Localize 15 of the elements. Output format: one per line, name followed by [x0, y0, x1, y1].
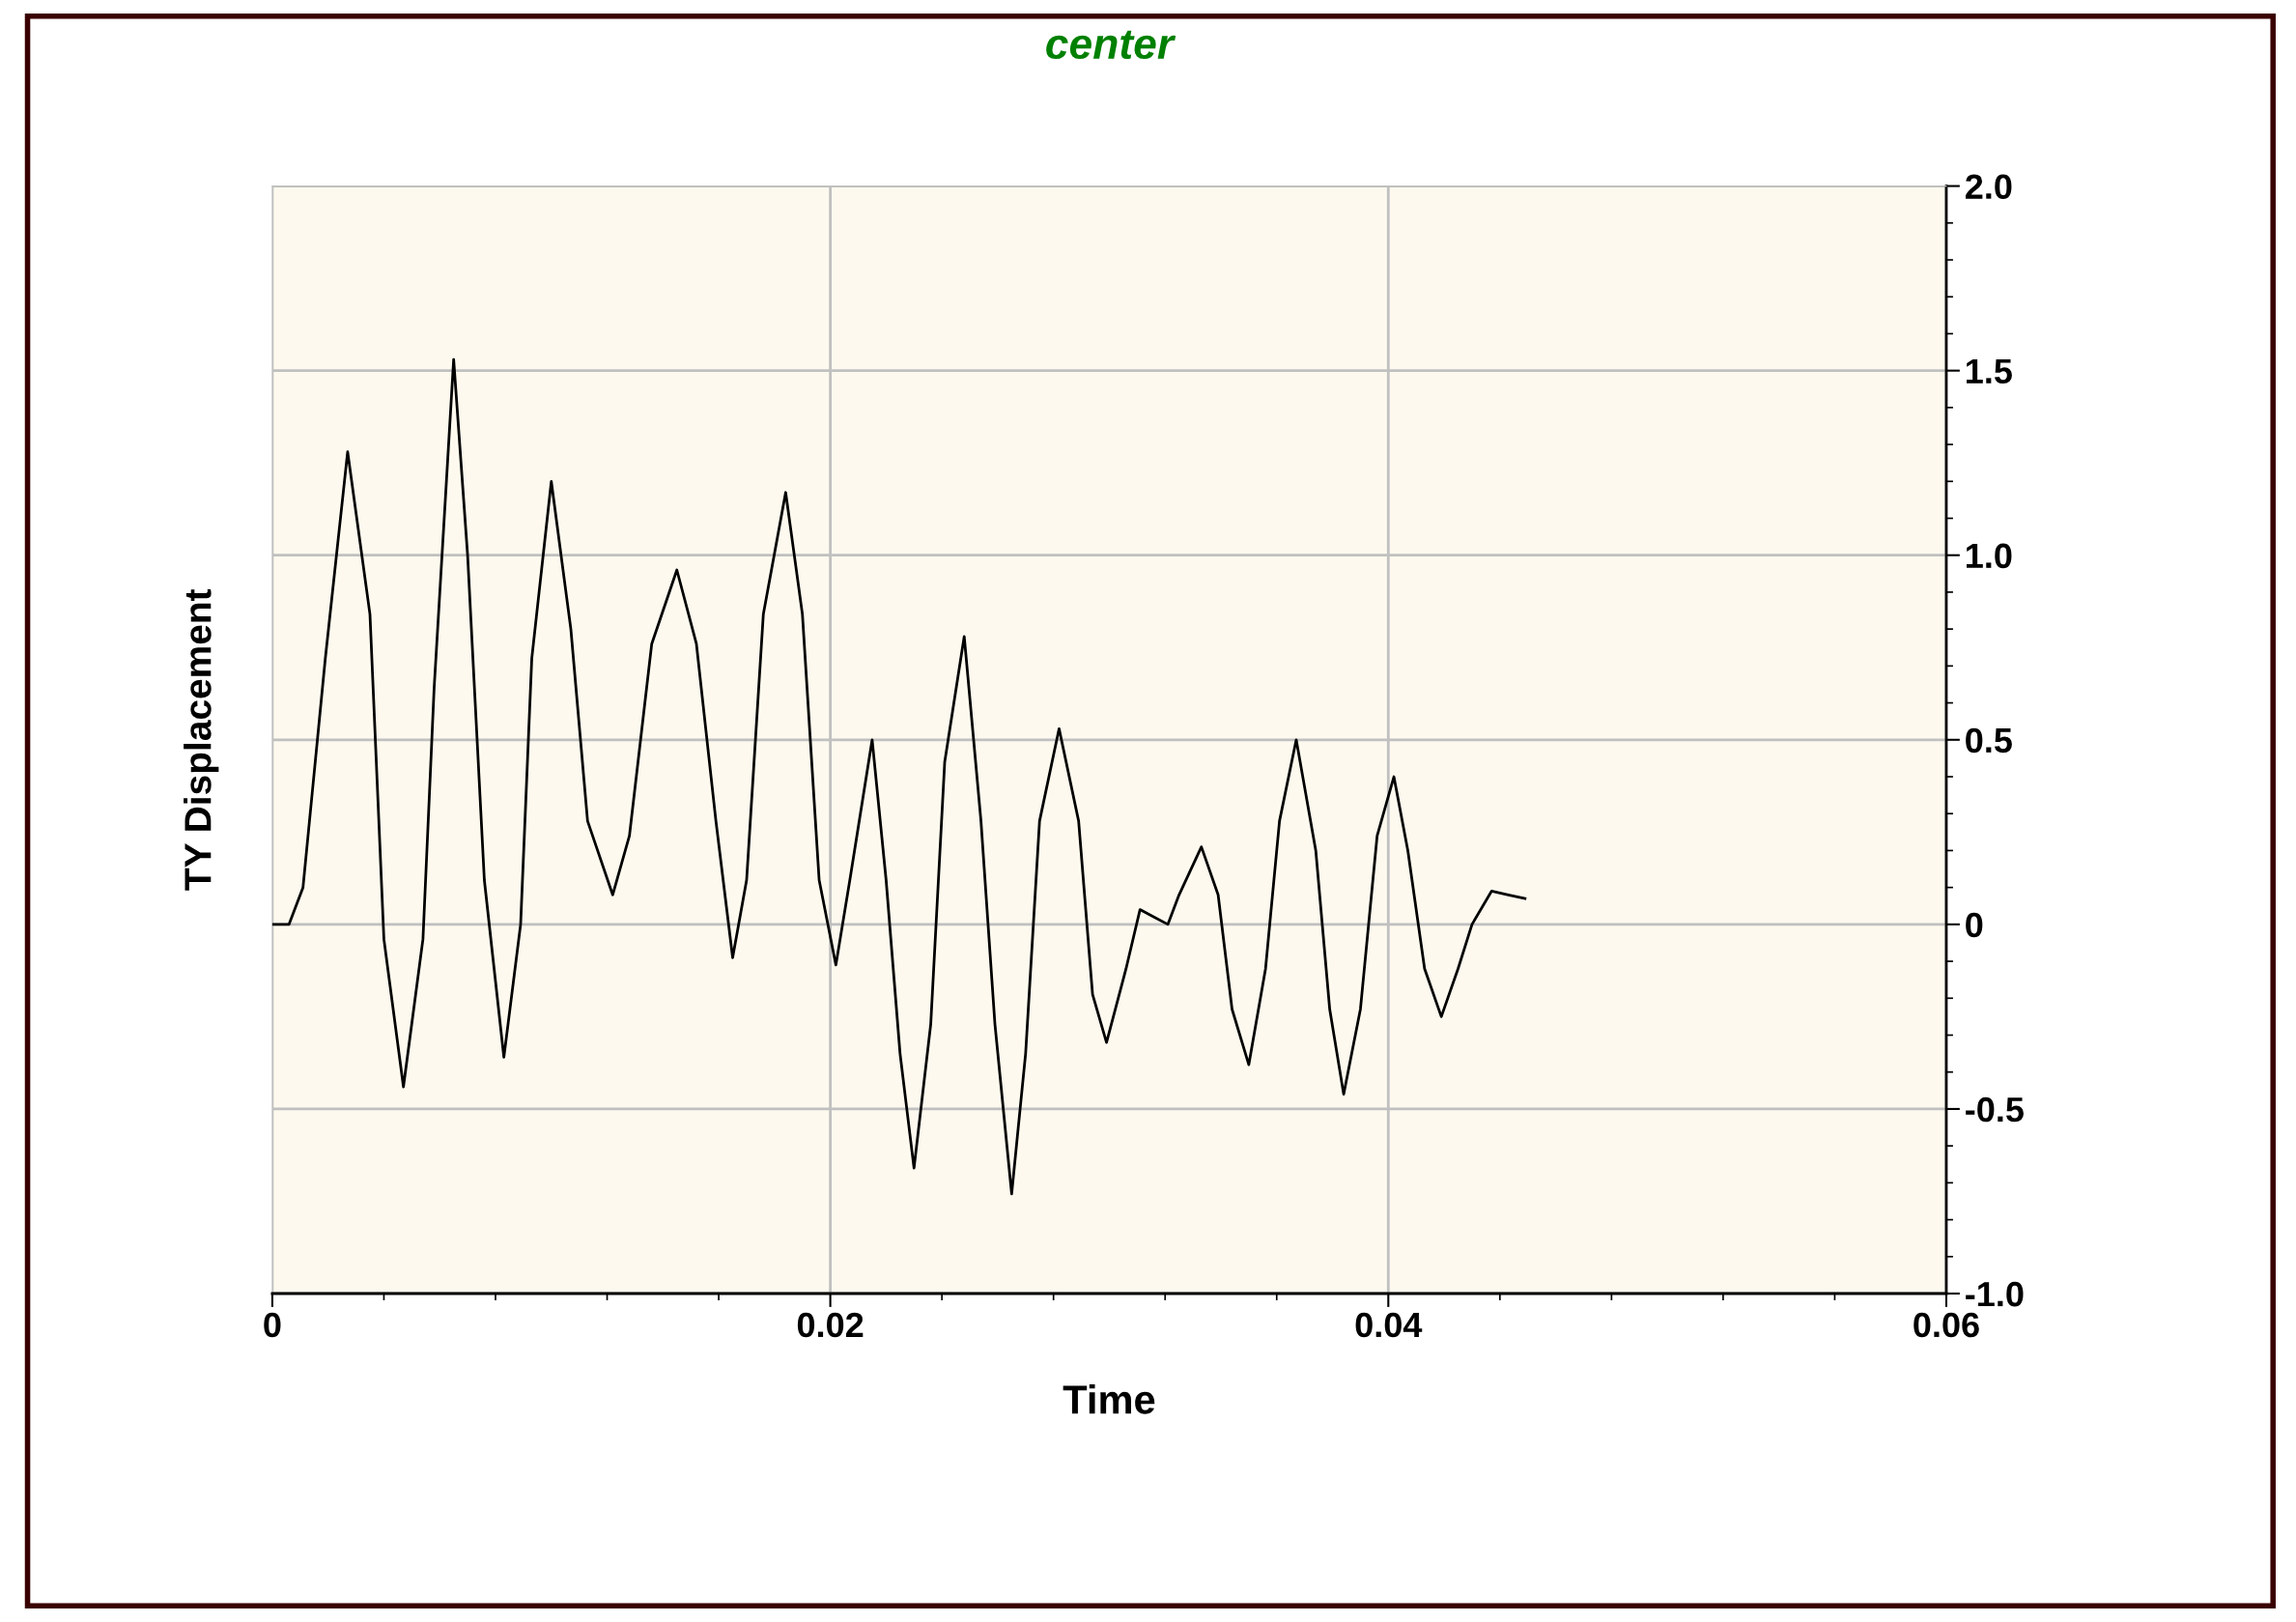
- y-tick-label: 1.0: [1967, 543, 2012, 569]
- y-axis-title: TY Displacement: [184, 588, 219, 891]
- x-tick-label: 0: [264, 1312, 281, 1338]
- y-tick-label: -1.0: [1966, 1281, 2024, 1307]
- chart-title: center: [1046, 30, 1176, 60]
- y-tick-label: 0: [1966, 912, 1983, 938]
- y-tick-label: 0.5: [1966, 727, 2012, 754]
- x-tick-label: 0.04: [1355, 1312, 1423, 1338]
- line-series: [271, 357, 1527, 1196]
- x-axis-title: Time: [1063, 1384, 1155, 1414]
- x-tick-label: 0.06: [1913, 1312, 1979, 1338]
- y-tick-label: 2.0: [1965, 174, 2012, 200]
- y-tick-label: -0.5: [1966, 1096, 2024, 1123]
- y-tick-label: 1.5: [1967, 358, 2012, 384]
- x-tick-label: 0.02: [797, 1312, 864, 1338]
